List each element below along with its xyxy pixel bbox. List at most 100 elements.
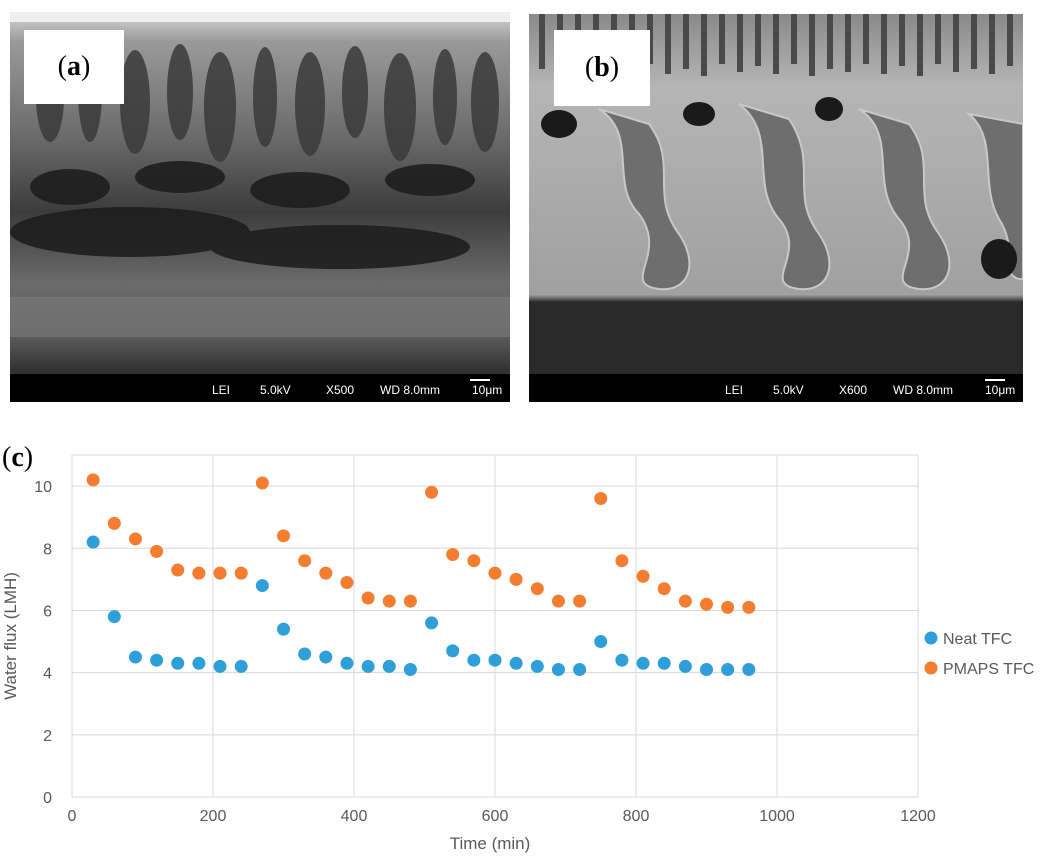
data-point-neat-tfc: [213, 659, 227, 673]
legend-marker: [924, 631, 938, 645]
legend-label: Neat TFC: [943, 631, 1012, 648]
data-point-neat-tfc: [721, 663, 735, 677]
data-point-neat-tfc: [573, 663, 587, 677]
data-point-pmaps-tfc: [340, 575, 354, 589]
sem-working-distance: WD 8.0mm: [893, 383, 953, 397]
data-point-pmaps-tfc: [488, 566, 502, 580]
x-tick-label: 800: [623, 808, 650, 825]
sem-scale: 10μm: [472, 383, 503, 397]
data-point-neat-tfc: [298, 647, 312, 661]
data-point-neat-tfc: [86, 535, 100, 549]
data-point-pmaps-tfc: [150, 544, 164, 558]
scale-bar: [470, 379, 490, 381]
data-point-neat-tfc: [107, 610, 121, 624]
data-point-neat-tfc: [171, 656, 185, 670]
x-axis-title: Time (min): [450, 834, 531, 853]
y-tick-label: 0: [43, 790, 52, 807]
data-point-pmaps-tfc: [657, 582, 671, 596]
sem-info-bar-b: LEI 5.0kV X600 WD 8.0mm 10μm: [529, 374, 1023, 402]
y-tick-label: 6: [43, 603, 52, 620]
data-point-pmaps-tfc: [742, 600, 756, 614]
data-point-pmaps-tfc: [530, 582, 544, 596]
sem-magnification: X600: [839, 383, 868, 397]
data-point-pmaps-tfc: [255, 476, 269, 490]
data-point-neat-tfc: [446, 644, 460, 658]
data-point-pmaps-tfc: [171, 563, 185, 577]
sem-image-b: (b) LEI 5.0kV X600 WD 8.0mm 10μm: [529, 14, 1023, 402]
data-point-pmaps-tfc: [277, 529, 290, 543]
data-point-pmaps-tfc: [615, 554, 629, 568]
x-tick-label: 400: [341, 808, 368, 825]
x-tick-label: 1000: [759, 808, 795, 825]
data-point-neat-tfc: [128, 650, 142, 664]
y-axis-title: Water flux (LMH): [1, 572, 20, 700]
data-point-pmaps-tfc: [446, 547, 460, 561]
data-point-pmaps-tfc: [403, 594, 417, 608]
x-tick-label: 200: [200, 808, 227, 825]
sem-working-distance: WD 8.0mm: [380, 383, 440, 397]
data-point-pmaps-tfc: [467, 554, 481, 568]
sem-image-a: (a) LEI 5.0kV X500 WD 8.0mm 10μm: [10, 12, 510, 402]
sem-micrograph-a: [10, 12, 510, 374]
data-point-neat-tfc: [319, 650, 333, 664]
data-point-neat-tfc: [361, 659, 375, 673]
data-point-pmaps-tfc: [361, 591, 375, 605]
data-point-neat-tfc: [678, 659, 692, 673]
data-point-neat-tfc: [150, 653, 164, 667]
data-point-pmaps-tfc: [319, 566, 333, 580]
sem-mode: LEI: [212, 383, 231, 397]
data-point-neat-tfc: [277, 622, 290, 636]
data-point-neat-tfc: [382, 659, 396, 673]
data-point-pmaps-tfc: [721, 600, 735, 614]
scale-bar: [985, 379, 1005, 381]
data-point-neat-tfc: [234, 659, 248, 673]
x-tick-label: 0: [68, 808, 77, 825]
y-tick-label: 4: [43, 666, 52, 683]
data-point-neat-tfc: [488, 653, 502, 667]
data-point-pmaps-tfc: [382, 594, 396, 608]
data-point-neat-tfc: [657, 656, 671, 670]
y-tick-label: 10: [34, 479, 52, 496]
y-tick-label: 2: [43, 728, 52, 745]
panel-label-c: (c): [2, 442, 34, 473]
data-point-pmaps-tfc: [107, 516, 121, 530]
data-point-neat-tfc: [700, 663, 713, 677]
data-point-pmaps-tfc: [573, 594, 587, 608]
sem-info-bar-a: LEI 5.0kV X500 WD 8.0mm 10μm: [10, 374, 510, 402]
x-tick-label: 600: [482, 808, 509, 825]
legend-marker: [924, 661, 938, 675]
data-point-pmaps-tfc: [509, 572, 523, 586]
sem-scale: 10μm: [985, 383, 1016, 397]
data-point-pmaps-tfc: [678, 594, 692, 608]
data-point-pmaps-tfc: [636, 569, 650, 583]
data-point-pmaps-tfc: [128, 532, 142, 546]
data-point-neat-tfc: [509, 656, 523, 670]
data-point-neat-tfc: [742, 663, 756, 677]
data-point-pmaps-tfc: [594, 492, 608, 506]
data-point-neat-tfc: [255, 579, 269, 593]
panel-label-a: (a): [24, 30, 124, 104]
data-point-pmaps-tfc: [425, 485, 439, 499]
panel-label-b: (b): [554, 30, 650, 106]
data-point-neat-tfc: [551, 663, 565, 677]
data-point-pmaps-tfc: [700, 597, 713, 611]
legend-label: PMAPS TFC: [943, 661, 1034, 678]
sem-voltage: 5.0kV: [773, 383, 804, 397]
data-point-neat-tfc: [192, 656, 206, 670]
data-point-neat-tfc: [594, 635, 608, 649]
data-point-neat-tfc: [340, 656, 354, 670]
data-point-pmaps-tfc: [86, 473, 100, 487]
data-point-neat-tfc: [425, 616, 439, 630]
data-point-pmaps-tfc: [551, 594, 565, 608]
data-point-pmaps-tfc: [298, 554, 312, 568]
data-point-pmaps-tfc: [213, 566, 227, 580]
sem-magnification: X500: [326, 383, 355, 397]
sem-mode: LEI: [725, 383, 744, 397]
x-tick-label: 1200: [900, 808, 936, 825]
data-point-pmaps-tfc: [192, 566, 206, 580]
data-point-neat-tfc: [403, 663, 417, 677]
data-point-neat-tfc: [467, 653, 481, 667]
y-tick-label: 8: [43, 541, 52, 558]
data-point-neat-tfc: [530, 659, 544, 673]
water-flux-chart: 0 200 400 600 800 1000 1200 0 2 4 6 8 10 Time (min) Wa…: [1, 454, 1034, 853]
